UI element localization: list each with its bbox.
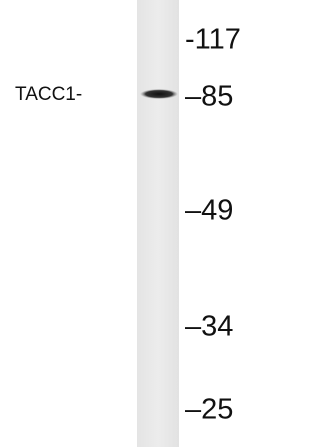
- lane: [137, 0, 179, 447]
- marker-label: -117: [185, 24, 241, 56]
- marker-label: –34: [185, 311, 233, 343]
- band: [140, 89, 178, 99]
- marker-label: –25: [185, 394, 233, 426]
- marker-label: –85: [185, 81, 233, 113]
- marker-label: –49: [185, 195, 233, 227]
- western-blot: TACC1- -117 –85 –49 –34 –25: [0, 0, 277, 447]
- band-label: TACC1-: [15, 84, 82, 105]
